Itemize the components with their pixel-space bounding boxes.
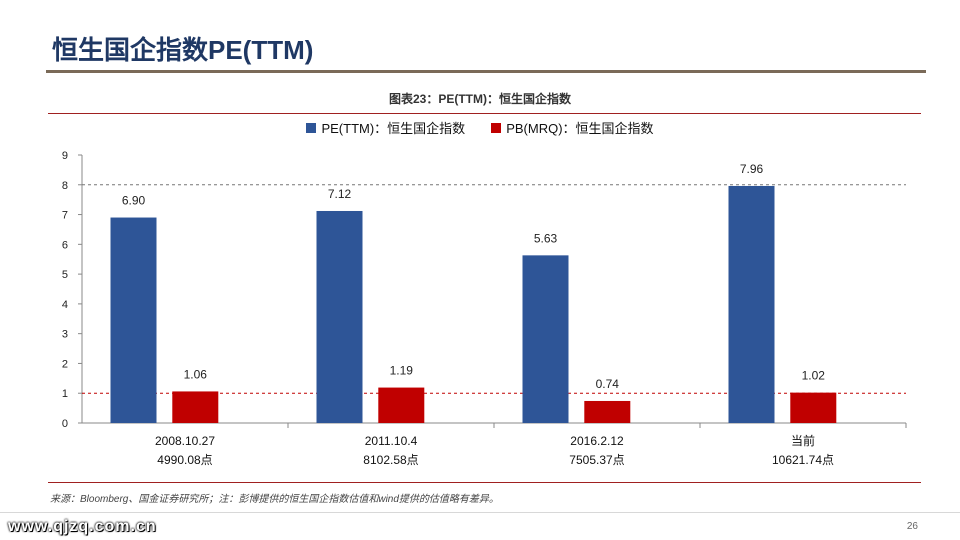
page-title: 恒生国企指数PE(TTM): [52, 35, 314, 65]
x-category-label: 当前: [791, 433, 815, 448]
legend-item-pb: PB(MRQ)：恒生国企指数: [491, 118, 654, 137]
x-category-sublabel: 8102.58点: [363, 453, 418, 467]
pb-bar: [790, 392, 837, 423]
y-tick-label: 4: [62, 299, 68, 311]
y-tick-label: 6: [62, 239, 68, 251]
title-divider: [46, 70, 926, 73]
y-tick-label: 2: [62, 358, 68, 370]
watermark-url: www.qjzq.com.cn: [8, 518, 157, 535]
chart-bottom-rule: [48, 482, 921, 483]
legend-label-pe: PE(TTM)：恒生国企指数: [321, 121, 466, 136]
legend-swatch-pb: [491, 122, 502, 133]
pe-data-label: 7.12: [328, 187, 352, 201]
x-category-label: 2008.10.27: [155, 434, 215, 448]
chart-legend: PE(TTM)：恒生国企指数 PB(MRQ)：恒生国企指数: [0, 118, 960, 137]
pe-data-label: 6.90: [122, 194, 146, 208]
y-tick-label: 5: [62, 269, 68, 281]
source-note: 来源：Bloomberg、国金证券研究所；注：彭博提供的恒生国企指数估值和win…: [50, 494, 499, 505]
pb-data-label: 1.19: [390, 364, 414, 378]
pb-data-label: 1.06: [184, 367, 208, 381]
x-category-sublabel: 7505.37点: [569, 453, 624, 467]
pe-bar: [522, 255, 569, 423]
y-tick-label: 7: [62, 210, 68, 222]
pb-bar: [378, 387, 425, 423]
y-tick-label: 9: [62, 150, 68, 162]
y-tick-label: 3: [62, 329, 68, 341]
pb-bar: [584, 400, 631, 423]
legend-label-pb: PB(MRQ)：恒生国企指数: [506, 121, 654, 136]
x-category-label: 2016.2.12: [570, 434, 624, 448]
y-tick-label: 1: [62, 388, 68, 400]
footer-divider: [0, 512, 960, 513]
y-tick-label: 8: [62, 180, 68, 192]
pe-bar: [728, 185, 775, 423]
chart-title: 图表23：PE(TTM)：恒生国企指数: [388, 92, 571, 106]
pb-data-label: 1.02: [802, 369, 826, 383]
pe-data-label: 5.63: [534, 231, 558, 245]
pe-data-label: 7.96: [740, 162, 764, 176]
legend-swatch-pe: [306, 122, 317, 133]
chart-top-rule: [48, 113, 921, 114]
pb-bar: [172, 391, 219, 423]
x-category-sublabel: 10621.74点: [772, 453, 834, 467]
legend-item-pe: PE(TTM)：恒生国企指数: [306, 118, 465, 137]
x-category-label: 2011.10.4: [365, 434, 418, 448]
x-category-sublabel: 4990.08点: [157, 453, 212, 467]
pe-bar: [316, 210, 363, 423]
pb-data-label: 0.74: [596, 377, 620, 391]
pe-bar: [110, 217, 157, 423]
y-tick-label: 0: [62, 418, 68, 430]
page-number: 26: [906, 521, 918, 532]
